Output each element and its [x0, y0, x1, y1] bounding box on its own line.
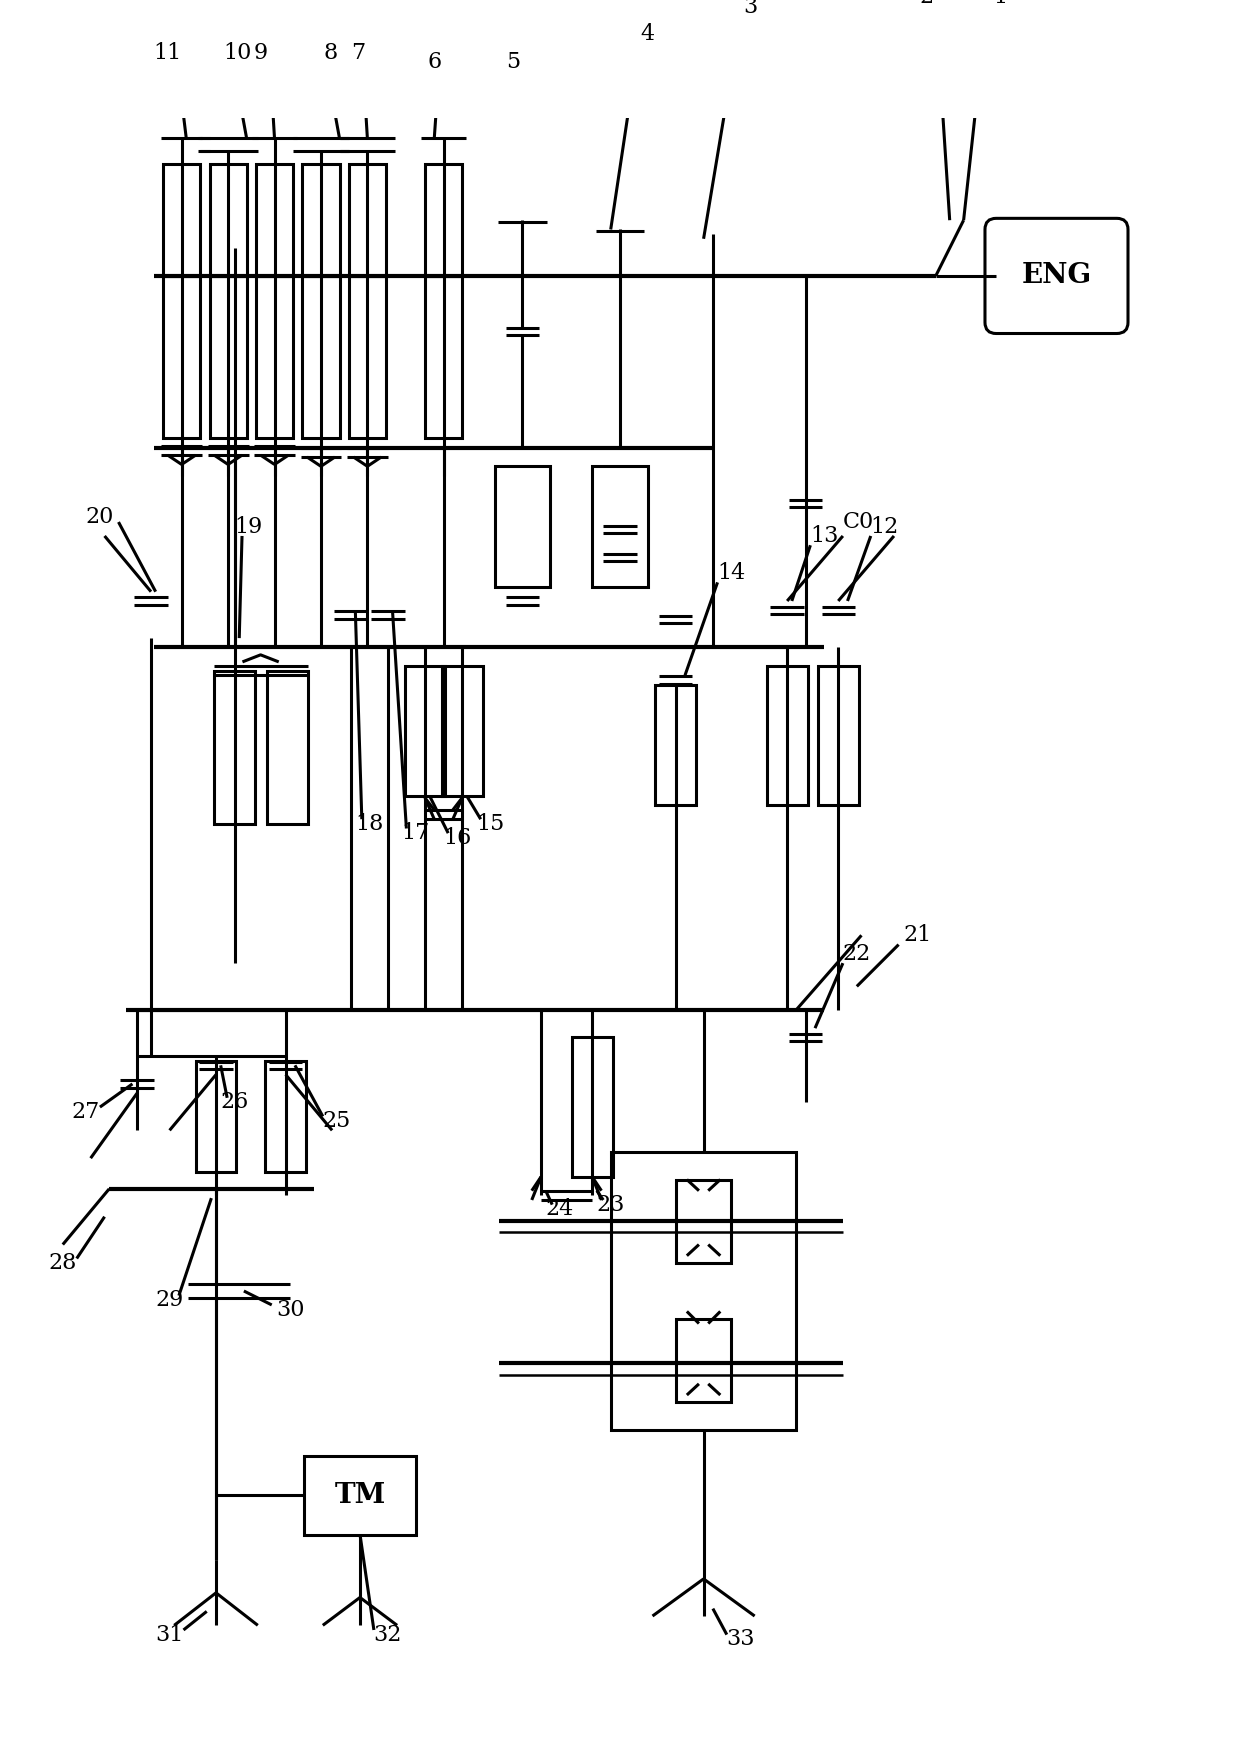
Text: 21: 21 [903, 924, 931, 947]
Bar [215, 671, 255, 824]
Text: 17: 17 [402, 822, 430, 845]
Bar [210, 165, 247, 275]
Bar [196, 1061, 237, 1173]
Bar [593, 466, 647, 587]
Text: 7: 7 [351, 42, 365, 65]
Bar [441, 666, 482, 796]
Text: 12: 12 [870, 515, 899, 538]
Text: 4: 4 [641, 23, 655, 46]
Text: 2: 2 [919, 0, 934, 9]
Bar [404, 666, 445, 796]
Bar [611, 1152, 796, 1430]
Bar [303, 275, 340, 438]
Text: 23: 23 [596, 1194, 625, 1215]
Bar [818, 666, 858, 805]
Text: 28: 28 [48, 1252, 77, 1274]
Text: 33: 33 [727, 1629, 755, 1650]
Text: 32: 32 [373, 1623, 402, 1646]
Bar [267, 671, 308, 824]
Bar [164, 165, 200, 275]
Text: 1: 1 [993, 0, 1008, 9]
Text: 19: 19 [234, 515, 263, 538]
Bar [304, 1455, 415, 1536]
Bar [348, 275, 386, 438]
Text: 16: 16 [444, 827, 471, 848]
Bar [164, 275, 200, 438]
Bar [425, 275, 463, 438]
Bar [255, 165, 293, 275]
Text: 31: 31 [155, 1623, 184, 1646]
Bar [676, 1180, 732, 1264]
Bar [210, 275, 247, 438]
Bar [265, 1061, 306, 1173]
Text: 13: 13 [810, 524, 838, 547]
Text: TM: TM [335, 1481, 386, 1509]
Text: 25: 25 [322, 1110, 351, 1132]
Text: 26: 26 [221, 1092, 249, 1113]
Bar [425, 165, 463, 275]
Text: 10: 10 [223, 42, 252, 65]
Bar [348, 165, 386, 275]
Text: 18: 18 [355, 813, 383, 834]
Text: 29: 29 [155, 1288, 184, 1311]
Text: 22: 22 [843, 943, 870, 964]
Text: 5: 5 [506, 51, 521, 74]
Bar [255, 275, 293, 438]
Text: 11: 11 [154, 42, 182, 65]
Text: 9: 9 [253, 42, 268, 65]
Text: 27: 27 [72, 1101, 100, 1122]
Text: C0: C0 [843, 512, 874, 533]
Text: 15: 15 [476, 813, 505, 834]
Bar [572, 1038, 613, 1176]
Bar [766, 666, 807, 805]
Text: 6: 6 [428, 51, 441, 74]
Bar [495, 466, 551, 587]
Text: 24: 24 [546, 1199, 574, 1220]
Text: 20: 20 [86, 507, 114, 528]
Bar [303, 165, 340, 275]
Text: 3: 3 [743, 0, 758, 18]
Text: 30: 30 [277, 1299, 305, 1320]
Text: 14: 14 [717, 563, 745, 584]
Bar [676, 1318, 732, 1402]
Bar [655, 685, 696, 805]
Text: 8: 8 [324, 42, 337, 65]
Text: ENG: ENG [1022, 263, 1091, 289]
